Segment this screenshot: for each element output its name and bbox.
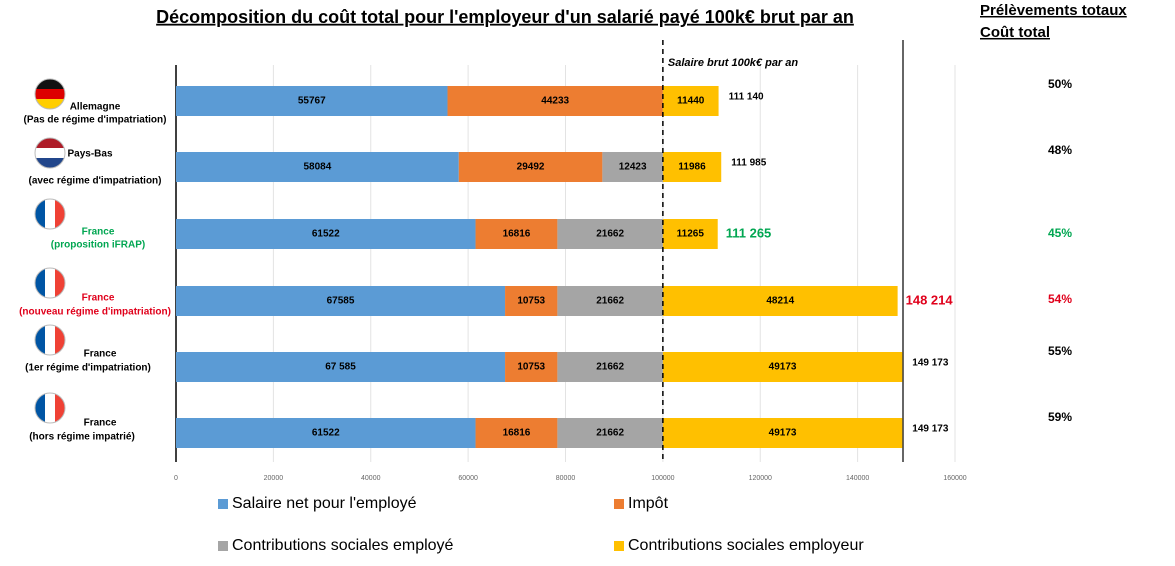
x-tick-label: 140000 bbox=[846, 475, 869, 482]
value-label: 16816 bbox=[503, 428, 531, 439]
category-label: Allemagne bbox=[70, 102, 121, 113]
flag-fr bbox=[35, 325, 65, 355]
percentage-label: 54% bbox=[1048, 292, 1072, 306]
value-label: 11265 bbox=[677, 229, 705, 240]
value-label: 49173 bbox=[769, 428, 797, 439]
flag-nl bbox=[35, 138, 65, 168]
bar-segment bbox=[662, 152, 722, 182]
value-label: 58084 bbox=[303, 162, 331, 173]
value-label: 49173 bbox=[769, 362, 797, 373]
flag-fr bbox=[35, 199, 65, 229]
bar-segment bbox=[176, 352, 506, 382]
flag-fr bbox=[35, 268, 65, 298]
value-label: 67585 bbox=[327, 296, 355, 307]
category-label: France bbox=[82, 227, 115, 238]
category-label: Pays-Bas bbox=[67, 149, 112, 160]
total-label: 111 265 bbox=[726, 225, 772, 240]
chart-title: Décomposition du coût total pour l'emplo… bbox=[156, 7, 854, 27]
value-label: 16816 bbox=[503, 229, 531, 240]
flag-fr bbox=[35, 393, 65, 423]
bar-segment bbox=[662, 352, 903, 382]
bar-segment bbox=[458, 152, 603, 182]
legend-label: Impôt bbox=[628, 495, 669, 512]
x-tick-label: 20000 bbox=[264, 475, 284, 482]
legend-label: Salaire net pour l'employé bbox=[232, 495, 417, 512]
value-label: 11440 bbox=[677, 96, 705, 107]
category-label: France bbox=[82, 293, 115, 304]
value-label: 10753 bbox=[517, 362, 545, 373]
value-label: 67 585 bbox=[325, 362, 356, 373]
percentage-label: 59% bbox=[1048, 410, 1072, 424]
value-label: 61522 bbox=[312, 428, 340, 439]
value-label: 11986 bbox=[678, 162, 706, 173]
bar-segment bbox=[557, 219, 663, 249]
bar-segment bbox=[557, 286, 663, 316]
bar-segment bbox=[447, 86, 663, 116]
category-label: (hors régime impatrié) bbox=[29, 432, 135, 443]
bar-segment bbox=[505, 286, 558, 316]
value-label: 55767 bbox=[298, 96, 326, 107]
legend-swatch bbox=[218, 499, 228, 509]
x-tick-label: 40000 bbox=[361, 475, 381, 482]
x-tick-label: 120000 bbox=[749, 475, 772, 482]
x-tick-label: 100000 bbox=[651, 475, 674, 482]
reference-label: Salaire brut 100k€ par an bbox=[668, 57, 799, 69]
x-tick-label: 60000 bbox=[458, 475, 478, 482]
value-label: 21662 bbox=[596, 229, 624, 240]
x-tick-label: 160000 bbox=[943, 475, 966, 482]
bar-segment bbox=[176, 152, 459, 182]
percentage-label: 45% bbox=[1048, 226, 1072, 240]
bar-segment bbox=[176, 86, 448, 116]
legend-swatch bbox=[218, 541, 228, 551]
category-label: France bbox=[84, 349, 117, 360]
value-label: 44233 bbox=[541, 96, 569, 107]
percentage-label: 55% bbox=[1048, 344, 1072, 358]
side-header: Prélèvements totaux bbox=[980, 2, 1127, 19]
x-tick-label: 80000 bbox=[556, 475, 576, 482]
total-label: 148 214 bbox=[906, 292, 954, 307]
total-label: 111 985 bbox=[731, 158, 766, 169]
category-label: (proposition iFRAP) bbox=[51, 240, 145, 251]
legend-label: Contributions sociales employeur bbox=[628, 537, 864, 554]
bar-segment bbox=[176, 418, 476, 448]
value-label: 29492 bbox=[517, 162, 545, 173]
bar-segment bbox=[557, 352, 663, 382]
legend-swatch bbox=[614, 541, 624, 551]
category-label: (nouveau régime d'impatriation) bbox=[19, 307, 171, 318]
bar-segment bbox=[475, 219, 558, 249]
value-label: 21662 bbox=[596, 296, 624, 307]
bar-segment bbox=[602, 152, 663, 182]
bar-segment bbox=[475, 418, 558, 448]
bar-segment bbox=[505, 352, 558, 382]
category-label: (avec régime d'impatriation) bbox=[29, 176, 162, 187]
bar-segment bbox=[662, 418, 903, 448]
side-header: Coût total bbox=[980, 24, 1050, 41]
value-label: 21662 bbox=[596, 428, 624, 439]
total-label: 149 173 bbox=[912, 358, 949, 369]
bar-segment bbox=[662, 219, 718, 249]
total-label: 111 140 bbox=[729, 92, 764, 103]
x-tick-label: 0 bbox=[174, 475, 178, 482]
bar-segment bbox=[557, 418, 663, 448]
value-label: 21662 bbox=[596, 362, 624, 373]
bar-segment bbox=[662, 86, 719, 116]
value-label: 10753 bbox=[517, 296, 545, 307]
category-label: (1er régime d'impatriation) bbox=[25, 363, 151, 374]
value-label: 12423 bbox=[619, 162, 647, 173]
percentage-label: 50% bbox=[1048, 77, 1072, 91]
percentage-label: 48% bbox=[1048, 143, 1072, 157]
flags bbox=[34, 78, 66, 424]
flag-de bbox=[35, 79, 65, 109]
value-label: 61522 bbox=[312, 229, 340, 240]
legend-label: Contributions sociales employé bbox=[232, 537, 454, 554]
bar-segment bbox=[176, 219, 476, 249]
total-label: 149 173 bbox=[912, 424, 949, 435]
category-label: (Pas de régime d'impatriation) bbox=[24, 115, 167, 126]
category-label: France bbox=[84, 418, 117, 429]
value-label: 48214 bbox=[766, 296, 794, 307]
legend-swatch bbox=[614, 499, 624, 509]
bar-segment bbox=[176, 286, 506, 316]
bar-segment bbox=[662, 286, 898, 316]
